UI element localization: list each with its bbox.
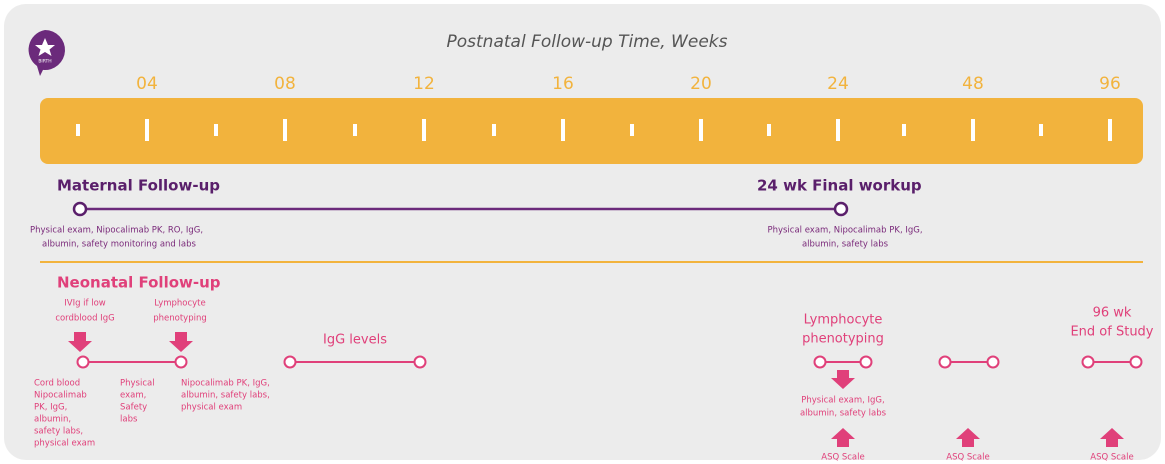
asq-label: ASQ Scale xyxy=(821,453,864,463)
note: Physical exam, IgG, xyxy=(801,396,884,406)
label: 96 wk xyxy=(1093,306,1132,321)
asq-label: ASQ Scale xyxy=(946,453,989,463)
ticks xyxy=(76,119,1112,141)
node xyxy=(72,201,88,217)
label: phenotyping xyxy=(802,332,884,347)
note: PK, IgG, xyxy=(34,403,67,413)
arrow-up xyxy=(831,428,855,447)
note: albumin, safety labs, xyxy=(181,391,270,401)
note: physical exam xyxy=(34,439,95,449)
major-tick xyxy=(145,119,149,141)
arrow-down xyxy=(169,332,193,352)
note: albumin, safety labs xyxy=(802,240,889,250)
minor-tick xyxy=(902,124,906,136)
note: Lymphocyte xyxy=(154,299,206,309)
note: exam, xyxy=(120,391,146,401)
note: Nipocalimab xyxy=(34,391,87,401)
node xyxy=(283,355,297,369)
note: Safety xyxy=(120,403,147,413)
week-label: 48 xyxy=(962,74,984,94)
arrow-up xyxy=(956,428,980,447)
node xyxy=(1129,355,1143,369)
node xyxy=(986,355,1000,369)
title: Postnatal Follow-up Time, Weeks xyxy=(447,32,728,52)
minor-tick xyxy=(630,124,634,136)
week-label: 08 xyxy=(274,74,296,94)
birth-label: BIRTH xyxy=(38,59,51,65)
minor-tick xyxy=(1039,124,1043,136)
node xyxy=(938,355,952,369)
node xyxy=(76,355,90,369)
time-bar xyxy=(40,98,1143,164)
note: Cord blood xyxy=(34,379,80,389)
major-tick xyxy=(283,119,287,141)
note: phenotyping xyxy=(153,314,207,324)
arrow-up xyxy=(1100,428,1124,447)
maternal-heading: Maternal Follow-up xyxy=(57,177,220,195)
week-label: 04 xyxy=(136,74,158,94)
note: labs xyxy=(120,415,138,425)
major-tick xyxy=(971,119,975,141)
note: IVIg if low xyxy=(64,299,106,309)
minor-tick xyxy=(767,124,771,136)
label: IgG levels xyxy=(323,333,387,348)
week-label: 24 xyxy=(827,74,849,94)
note: Physical xyxy=(120,379,155,389)
note: albumin, safety monitoring and labs xyxy=(42,240,196,250)
major-tick xyxy=(561,119,565,141)
minor-tick xyxy=(492,124,496,136)
node xyxy=(1081,355,1095,369)
node xyxy=(413,355,427,369)
node xyxy=(859,355,873,369)
label: Lymphocyte xyxy=(804,313,883,328)
major-tick xyxy=(1108,119,1112,141)
neonatal-heading: Neonatal Follow-up xyxy=(57,274,221,292)
birth-badge: BIRTH xyxy=(28,30,65,76)
node xyxy=(813,355,827,369)
note: physical exam xyxy=(181,403,242,413)
week-label: 16 xyxy=(552,74,574,94)
node xyxy=(174,355,188,369)
note: Nipocalimab PK, IgG, xyxy=(181,379,270,389)
note: cordblood IgG xyxy=(55,314,114,324)
major-tick xyxy=(422,119,426,141)
note: Physical exam, Nipocalimab PK, RO, IgG, xyxy=(30,226,203,236)
note: safety labs, xyxy=(34,427,83,437)
asq-label: ASQ Scale xyxy=(1090,453,1133,463)
week-label: 12 xyxy=(413,74,435,94)
note: albumin, safety labs xyxy=(800,409,887,419)
note: albumin, xyxy=(34,415,71,425)
week-label: 20 xyxy=(690,74,712,94)
minor-tick xyxy=(76,124,80,136)
major-tick xyxy=(699,119,703,141)
label: End of Study xyxy=(1070,325,1153,340)
note: Physical exam, Nipocalimab PK, IgG, xyxy=(767,226,922,236)
week-label: 96 xyxy=(1099,74,1121,94)
arrow-down xyxy=(831,370,855,389)
arrow-down xyxy=(68,332,92,352)
major-tick xyxy=(836,119,840,141)
final-heading: 24 wk Final workup xyxy=(757,177,922,195)
minor-tick xyxy=(214,124,218,136)
minor-tick xyxy=(353,124,357,136)
node xyxy=(833,201,849,217)
